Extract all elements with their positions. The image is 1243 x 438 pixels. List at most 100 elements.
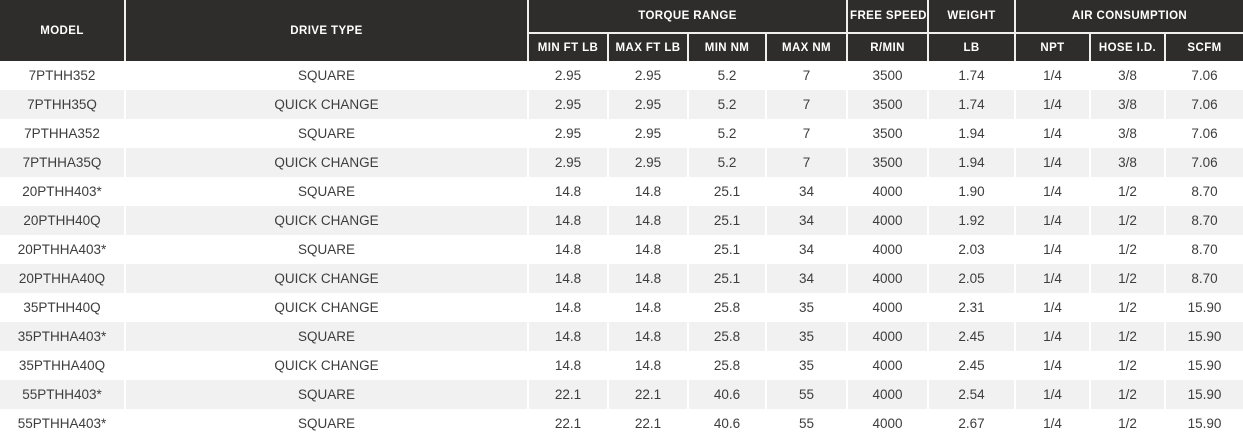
cell-model: 20PTHHA403* <box>17 242 107 257</box>
table-row: 35PTHHA403* SQUARE 14.8 14.8 25.8 35 4000 2.45 1… <box>0 322 1243 351</box>
cell-lb: 1.94 <box>927 148 1016 177</box>
cell-r-min: 3500 <box>846 90 929 119</box>
cell-scfm: 8.70 <box>1164 206 1243 235</box>
cell-hose-id: 1/2 <box>1089 322 1166 351</box>
subheader-max-ft-lb: MAX FT LB <box>607 32 688 61</box>
cell-lb: 1.90 <box>927 177 1016 206</box>
cell-max-nm: 7 <box>764 61 848 90</box>
table-row: 7PTHH352 SQUARE 2.95 2.95 5.2 7 3500 1.74 1/4 3/8… <box>0 61 1243 90</box>
cell-lb: 2.45 <box>927 351 1016 380</box>
header-drive-type: DRIVE TYPE <box>124 0 528 61</box>
cell-model: 7PTHHA35Q <box>22 155 102 170</box>
cell-r-min: 3500 <box>846 148 929 177</box>
cell-min-ft-lb: 2.95 <box>527 148 608 177</box>
cell-min-ft-lb: 2.95 <box>527 90 608 119</box>
cell-max-ft-lb: 14.8 <box>607 235 688 264</box>
cell-min-ft-lb: 22.1 <box>527 380 608 409</box>
cell-hose-id: 1/2 <box>1089 264 1166 293</box>
cell-hose-id: 1/2 <box>1089 351 1166 380</box>
table-row: 55PTHHA403* SQUARE 22.1 22.1 40.6 55 4000 2.67 1… <box>0 409 1243 438</box>
cell-scfm: 7.06 <box>1164 148 1243 177</box>
cell-min-nm: 25.1 <box>687 177 766 206</box>
cell-lb: 2.67 <box>927 409 1016 438</box>
subheader-hose-id: HOSE I.D. <box>1089 32 1166 61</box>
cell-npt: 1/4 <box>1014 322 1091 351</box>
cell-scfm: 15.90 <box>1164 293 1243 322</box>
cell-drive-type: SQUARE <box>124 235 528 264</box>
cell-min-ft-lb: 14.8 <box>527 177 608 206</box>
cell-npt: 1/4 <box>1014 90 1091 119</box>
cell-hose-id: 1/2 <box>1089 177 1166 206</box>
cell-scfm: 7.06 <box>1164 119 1243 148</box>
cell-max-ft-lb: 2.95 <box>607 90 688 119</box>
cell-min-nm: 25.1 <box>687 264 766 293</box>
cell-r-min: 4000 <box>846 206 929 235</box>
cell-min-ft-lb: 14.8 <box>527 235 608 264</box>
cell-min-nm: 5.2 <box>687 119 766 148</box>
cell-model: 20PTHH40Q <box>23 213 101 228</box>
cell-min-ft-lb: 2.95 <box>527 61 608 90</box>
cell-drive-type: QUICK CHANGE <box>124 264 528 293</box>
cell-min-ft-lb: 14.8 <box>527 322 608 351</box>
cell-npt: 1/4 <box>1014 380 1091 409</box>
cell-r-min: 4000 <box>846 264 929 293</box>
cell-scfm: 15.90 <box>1164 380 1243 409</box>
cell-scfm: 8.70 <box>1164 264 1243 293</box>
cell-min-nm: 25.8 <box>687 351 766 380</box>
cell-lb: 1.74 <box>927 61 1016 90</box>
table-row: 7PTHHA352 SQUARE 2.95 2.95 5.2 7 3500 1.94 1/4 3/… <box>0 119 1243 148</box>
cell-max-nm: 7 <box>764 148 848 177</box>
subheader-min-nm: MIN NM <box>687 32 766 61</box>
table-row: 20PTHHA40Q QUICK CHANGE 14.8 14.8 25.1 34 4000… <box>0 264 1243 293</box>
cell-drive-type: QUICK CHANGE <box>124 206 528 235</box>
cell-npt: 1/4 <box>1014 148 1091 177</box>
cell-min-nm: 5.2 <box>687 148 766 177</box>
cell-max-nm: 34 <box>764 264 848 293</box>
cell-drive-type: SQUARE <box>124 119 528 148</box>
cell-min-nm: 5.2 <box>687 61 766 90</box>
cell-hose-id: 3/8 <box>1089 61 1166 90</box>
cell-npt: 1/4 <box>1014 119 1091 148</box>
cell-min-ft-lb: 2.95 <box>527 119 608 148</box>
cell-max-ft-lb: 14.8 <box>607 351 688 380</box>
cell-lb: 2.03 <box>927 235 1016 264</box>
cell-scfm: 7.06 <box>1164 90 1243 119</box>
cell-model: 20PTHHA40Q <box>18 271 106 286</box>
cell-max-ft-lb: 2.95 <box>607 119 688 148</box>
cell-max-nm: 34 <box>764 206 848 235</box>
subheader-npt: NPT <box>1014 32 1091 61</box>
cell-hose-id: 3/8 <box>1089 148 1166 177</box>
cell-drive-type: SQUARE <box>124 177 528 206</box>
cell-min-nm: 25.1 <box>687 206 766 235</box>
cell-r-min: 4000 <box>846 293 929 322</box>
cell-drive-type: SQUARE <box>124 61 528 90</box>
cell-scfm: 15.90 <box>1164 351 1243 380</box>
cell-scfm: 8.70 <box>1164 235 1243 264</box>
cell-max-nm: 35 <box>764 322 848 351</box>
cell-drive-type: SQUARE <box>124 322 528 351</box>
cell-max-ft-lb: 22.1 <box>607 409 688 438</box>
table-row: 20PTHH403* SQUARE 14.8 14.8 25.1 34 4000 1.90 1/… <box>0 177 1243 206</box>
header-air-consumption: AIR CONSUMPTION <box>1014 0 1243 33</box>
cell-max-ft-lb: 14.8 <box>607 264 688 293</box>
cell-scfm: 15.90 <box>1164 409 1243 438</box>
cell-model: 20PTHH403* <box>22 184 102 199</box>
cell-npt: 1/4 <box>1014 293 1091 322</box>
cell-r-min: 4000 <box>846 235 929 264</box>
cell-max-ft-lb: 14.8 <box>607 322 688 351</box>
cell-hose-id: 1/2 <box>1089 293 1166 322</box>
table-row: 7PTHH35Q QUICK CHANGE 2.95 2.95 5.2 7 3500 1.74… <box>0 90 1243 119</box>
cell-lb: 2.31 <box>927 293 1016 322</box>
cell-model: 55PTHH403* <box>22 387 102 402</box>
cell-min-ft-lb: 14.8 <box>527 206 608 235</box>
cell-drive-type: QUICK CHANGE <box>124 293 528 322</box>
cell-lb: 2.45 <box>927 322 1016 351</box>
cell-r-min: 3500 <box>846 61 929 90</box>
cell-max-nm: 34 <box>764 177 848 206</box>
cell-max-nm: 35 <box>764 351 848 380</box>
header-model: MODEL <box>0 0 125 61</box>
cell-hose-id: 1/2 <box>1089 235 1166 264</box>
table-row: 20PTHHA403* SQUARE 14.8 14.8 25.1 34 4000 2.03 1… <box>0 235 1243 264</box>
cell-r-min: 4000 <box>846 177 929 206</box>
